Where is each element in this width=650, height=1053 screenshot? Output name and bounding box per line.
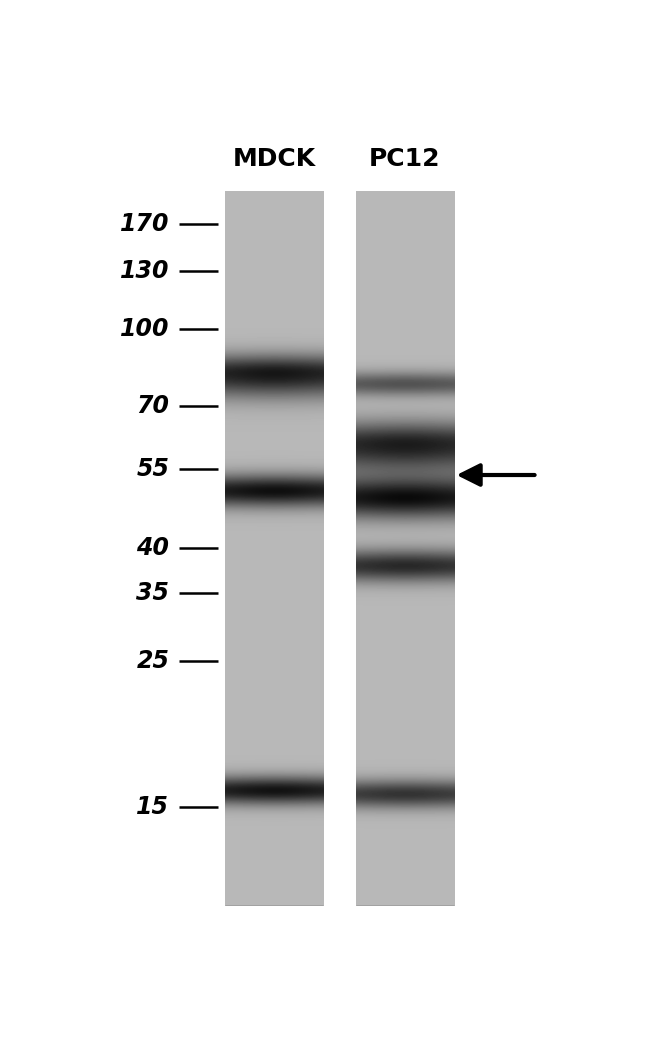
Text: 15: 15: [136, 795, 170, 819]
FancyBboxPatch shape: [356, 192, 454, 905]
FancyBboxPatch shape: [225, 192, 323, 905]
Text: MDCK: MDCK: [232, 147, 315, 171]
Text: 100: 100: [120, 317, 170, 341]
Text: 55: 55: [136, 457, 170, 480]
Text: PC12: PC12: [369, 147, 441, 171]
Text: 70: 70: [136, 394, 170, 418]
Text: 40: 40: [136, 536, 170, 560]
Text: 130: 130: [120, 259, 170, 282]
Text: 35: 35: [136, 580, 170, 604]
Text: 170: 170: [120, 212, 170, 236]
Text: 25: 25: [136, 650, 170, 674]
